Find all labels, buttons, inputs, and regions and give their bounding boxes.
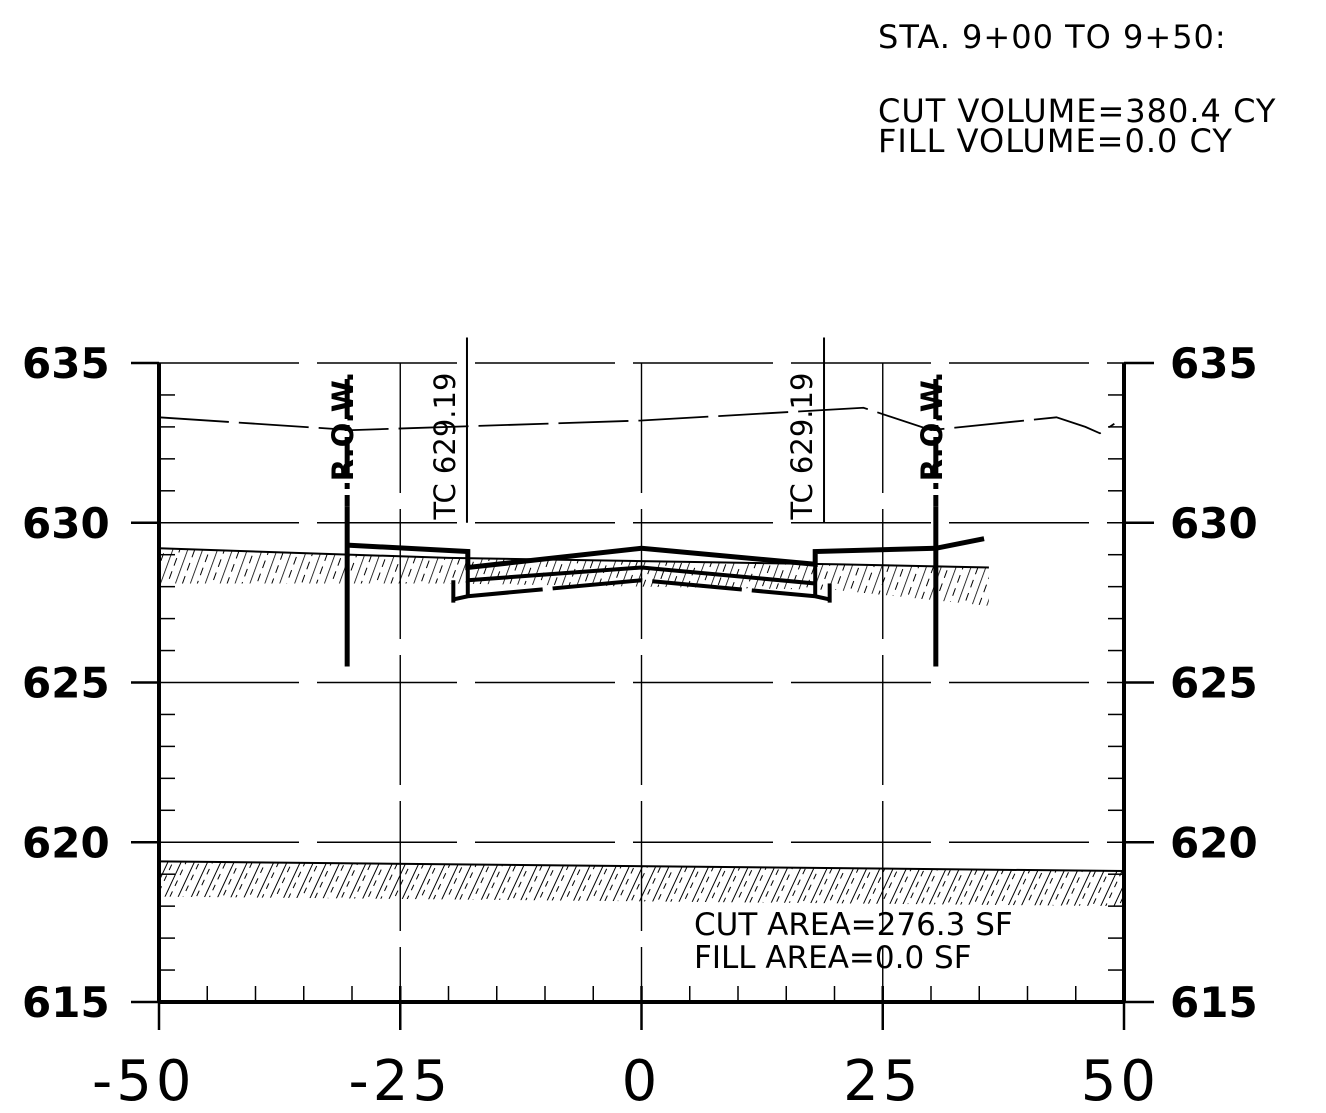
- existing-ground-line: [158, 547, 989, 569]
- upper-soil-hatch: [159, 548, 989, 606]
- lower-strata-line: [158, 860, 1125, 873]
- fill-volume: FILL VOLUME=0.0 CY: [878, 122, 1233, 160]
- cut-area-label: CUT AREA=276.3 SF: [694, 907, 1013, 943]
- plot-frame: [131, 361, 1154, 1030]
- row-label-1: R.O.W.: [915, 372, 949, 482]
- x-tick-label-50: 50: [1081, 1049, 1160, 1113]
- tc-label-1: TC 629.19: [785, 373, 819, 521]
- y-tick-label-left-615: 615: [22, 978, 110, 1027]
- soil-hatching: [158, 548, 1125, 907]
- y-tick-label-left-620: 620: [22, 818, 110, 867]
- y-tick-label-right-630: 630: [1170, 499, 1258, 548]
- y-tick-label-right-615: 615: [1170, 978, 1258, 1027]
- axis-labels: 635 635 630 630 625 625 620 620 615 615 -50 -25 0 25 5…: [22, 339, 1258, 1113]
- x-tick-label--50: -50: [92, 1049, 195, 1113]
- lower-soil-hatch: [159, 861, 1124, 907]
- proposed-grade-line: [347, 536, 985, 571]
- station-range: STA. 9+00 TO 9+50:: [878, 18, 1227, 56]
- cut-volume: CUT VOLUME=380.4 CY: [878, 92, 1277, 130]
- base-course-line: [467, 565, 816, 586]
- x-tick-label--25: -25: [349, 1049, 452, 1113]
- y-tick-label-right-620: 620: [1170, 818, 1258, 867]
- subbase-line: [452, 578, 831, 602]
- profile-lines: [158, 406, 1115, 603]
- original-ground-line: [158, 406, 1115, 435]
- section-markers: R.O.W. R.O.W. TC 629.19 TC 629.19: [326, 337, 949, 667]
- x-tick-label-25: 25: [843, 1049, 922, 1113]
- x-tick-label-0: 0: [622, 1049, 662, 1113]
- y-tick-label-left-625: 625: [22, 659, 110, 708]
- fill-area-label: FILL AREA=0.0 SF: [694, 940, 972, 976]
- y-tick-label-right-625: 625: [1170, 659, 1258, 708]
- y-tick-label-left-630: 630: [22, 499, 110, 548]
- row-label-0: R.O.W.: [326, 372, 360, 482]
- y-tick-label-right-635: 635: [1170, 339, 1258, 388]
- tc-label-0: TC 629.19: [428, 373, 462, 521]
- y-tick-label-left-635: 635: [22, 339, 110, 388]
